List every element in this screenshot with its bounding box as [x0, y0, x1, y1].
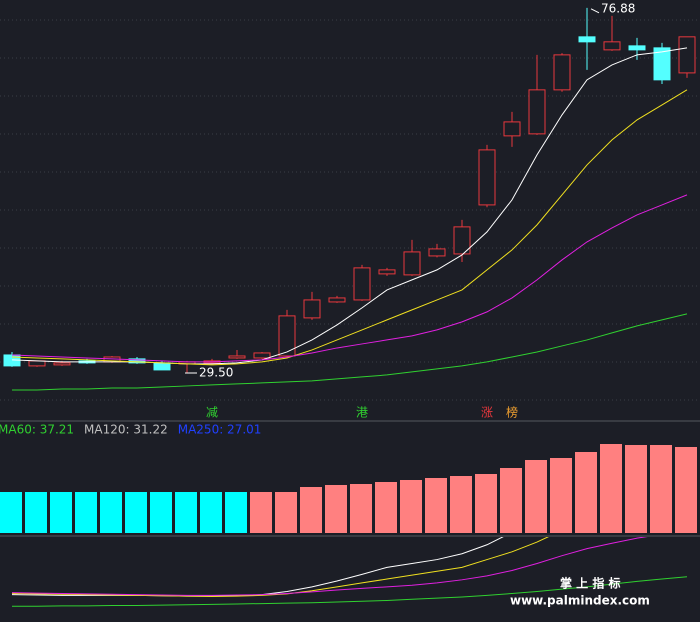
volume-bar — [150, 492, 172, 533]
candle-body — [53, 362, 71, 366]
volume-bar — [250, 492, 272, 533]
candle-body — [278, 315, 296, 357]
volume-bar — [625, 445, 647, 533]
volume-bar — [500, 468, 522, 533]
candle-body — [253, 352, 271, 359]
candle-body — [528, 89, 546, 135]
candle-body — [128, 358, 146, 364]
legend-entry: MA120: 31.22 — [84, 423, 168, 437]
ma-line — [11, 47, 688, 365]
ma-line — [11, 89, 688, 366]
volume-bar — [675, 447, 697, 533]
volume-bar — [325, 485, 347, 533]
ma-line — [11, 194, 688, 363]
high-label: 76.88 — [601, 1, 635, 15]
volume-bar — [550, 458, 572, 533]
volume-bar — [125, 492, 147, 533]
volume-bar — [425, 478, 447, 533]
volume-bar — [450, 476, 472, 533]
candle-body — [228, 355, 246, 359]
candle-body — [478, 149, 496, 206]
volume-bar — [525, 460, 547, 533]
candle-body — [403, 251, 421, 276]
ma-line — [12, 313, 688, 391]
volume-bar — [350, 484, 372, 533]
mini-ma-line — [11, 537, 549, 598]
signal-tag: 减 — [206, 406, 218, 420]
legend-entry: MA60: 37.21 — [0, 423, 74, 437]
volume-bar — [75, 492, 97, 533]
volume-bar — [300, 487, 322, 533]
watermark-url: www.palmindex.com — [510, 594, 650, 608]
volume-bar — [475, 474, 497, 533]
candle-body — [378, 269, 396, 275]
volume-bar — [0, 492, 22, 533]
candle-body — [28, 360, 46, 367]
volume-bar — [100, 492, 122, 533]
candle-body — [353, 267, 371, 301]
candle-body — [328, 297, 346, 303]
volume-bar — [50, 492, 72, 533]
mini-ma-line — [12, 576, 688, 607]
signal-tag: 涨 — [481, 405, 493, 420]
pointer — [590, 8, 600, 14]
candle-body — [578, 36, 596, 43]
candle-body — [553, 54, 571, 91]
low-label: 29.50 — [199, 365, 233, 379]
candle-body — [678, 36, 696, 74]
candle-body — [628, 45, 646, 51]
volume-bar — [400, 480, 422, 533]
volume-bar — [225, 492, 247, 533]
watermark-title: 掌 上 指 标 — [560, 576, 621, 591]
mini-ma-line — [11, 537, 648, 596]
volume-bar — [200, 492, 222, 533]
volume-bar — [375, 482, 397, 533]
volume-bar — [650, 445, 672, 533]
signal-tag: 港 — [356, 406, 368, 420]
candle-body — [653, 47, 671, 81]
candle-body — [153, 362, 171, 371]
candle-body — [428, 248, 446, 257]
volume-bar — [25, 492, 47, 533]
legend-entry: MA250: 27.01 — [178, 423, 262, 437]
volume-bar — [575, 452, 597, 533]
candle-body — [303, 299, 321, 319]
candle-body — [603, 41, 621, 51]
volume-bar — [175, 492, 197, 533]
volume-bar — [275, 492, 297, 533]
signal-tag: 榜 — [506, 405, 518, 420]
volume-bar — [600, 444, 622, 533]
candle-body — [453, 226, 471, 255]
candle-body — [503, 121, 521, 137]
